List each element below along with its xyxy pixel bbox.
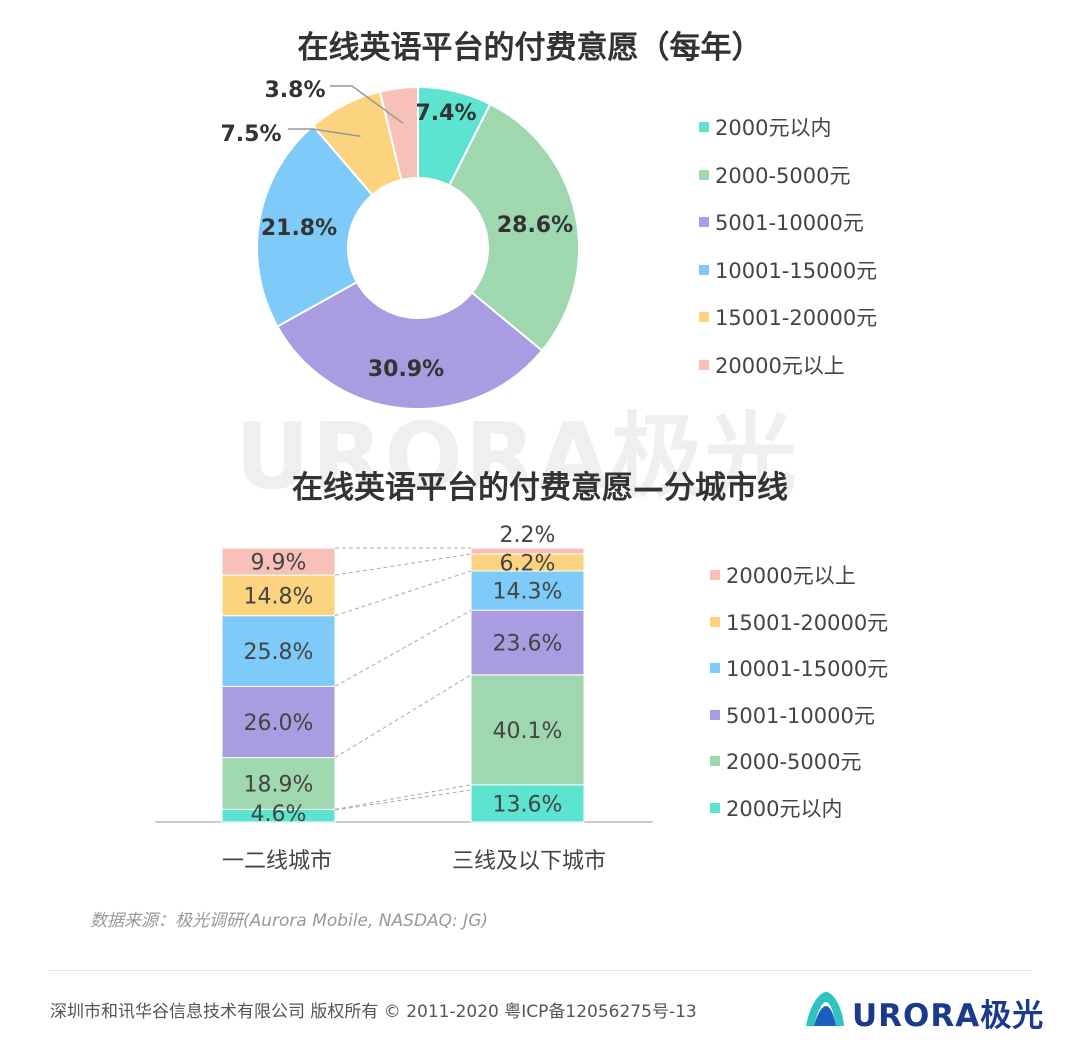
legend-label: 5001-10000元 [726,703,875,728]
legend-swatch [699,264,709,275]
x-tick-label-tier1-2: 一二线城市 [222,849,333,874]
aurora-logo-icon [806,992,844,1026]
connector-1 [334,784,472,810]
donut-chart-title: 在线英语平台的付费意愿（每年） [297,30,763,66]
bar-label-1-1: 4.6% [251,802,307,827]
bar-segment-1-6 [221,547,336,576]
legend-swatch [699,122,709,132]
legend-swatch [710,802,720,813]
legend-label: 15001-20000元 [726,610,889,635]
legend-swatch [699,312,709,322]
donut-slice-2 [448,102,580,353]
bar-chart-title: 在线英语平台的付费意愿—分城市线 [292,470,788,506]
bar-legend-item-3: 10001-15000元 [710,653,888,683]
watermark: URORA极光 [235,403,799,510]
bar-label-2-3: 23.6% [493,632,563,657]
connector-base [334,789,472,811]
legend-swatch [710,616,720,627]
bar-label-2-4: 14.3% [493,580,563,605]
donut-label-5: 7.5% [220,122,281,147]
donut-legend-item-5: 15001-20000元 [699,302,877,332]
bar-label-1-4: 25.8% [244,640,314,665]
donut-label-6: 3.8% [264,78,325,103]
legend-label: 2000元以内 [726,796,843,821]
aurora-logo-text: URORA极光 [852,998,1045,1034]
bar-segment-1-2 [221,757,336,810]
legend-label: 10001-15000元 [715,258,878,283]
donut-slice-6 [378,85,419,182]
donut-label-3: 30.9% [368,357,444,382]
legend-label: 20000元以上 [715,353,845,378]
donut-slice-3 [276,280,544,410]
bar-label-2-5: 6.2% [500,552,556,577]
bar-label-1-5: 14.8% [244,584,314,609]
bar-segment-2-2 [470,674,585,786]
donut-legend-item-4: 10001-15000元 [699,255,877,285]
connector-2 [334,674,472,759]
bar-segment-2-1 [470,784,585,823]
legend-swatch [699,359,709,370]
legend-swatch [710,570,720,580]
legend-label: 2000元以内 [715,116,832,140]
footer-copyright: 深圳市和讯华谷信息技术有限公司 版权所有 © 2011-2020 粤ICP备12… [50,1002,697,1022]
donut-legend-item-2: 2000-5000元 [699,160,850,190]
bar-label-1-2: 18.9% [244,773,314,798]
bar-legend-item-5: 2000-5000元 [710,746,861,776]
bar-label-2-2: 40.1% [493,719,563,744]
legend-label: 2000-5000元 [726,750,862,774]
legend-label: 15001-20000元 [715,306,878,330]
connector-5 [334,553,472,576]
donut-leader-6 [330,85,404,124]
bar-legend-item-6: 2000元以内 [710,793,842,823]
data-source-note: 数据来源：极光调研(Aurora Mobile, NASDAQ: JG) [90,911,488,931]
donut-legend-item-6: 20000元以上 [699,350,845,380]
footer-divider [48,970,1032,971]
legend-label: 20000元以上 [726,564,856,588]
x-tick-label-tier3-below: 三线及以下城市 [452,849,607,874]
legend-swatch [699,217,709,227]
legend-swatch [699,169,709,180]
legend-swatch [710,663,720,673]
bar-segment-1-4 [221,615,336,687]
bar-segment-2-6 [470,547,585,555]
donut-legend-item-1: 2000元以内 [699,112,831,142]
legend-swatch [710,756,720,766]
donut-label-4: 21.8% [261,216,337,241]
legend-swatch [710,709,720,720]
donut-label-1: 7.4% [415,101,476,126]
donut-slice-4 [256,124,374,328]
connector-4 [334,570,472,617]
bar-segment-1-3 [221,685,336,759]
legend-label: 5001-10000元 [715,211,864,235]
donut-label-2: 28.6% [497,213,573,238]
bar-label-1-3: 26.0% [244,711,314,736]
donut-leader-5 [288,128,361,138]
legend-label: 10001-15000元 [726,657,889,681]
bar-label-1-6: 9.9% [251,551,307,576]
bar-segment-2-4 [470,570,585,611]
legend-label: 2000-5000元 [715,163,851,188]
donut-legend-item-3: 5001-10000元 [699,207,864,237]
connector-3 [334,609,472,687]
bar-legend-item-2: 15001-20000元 [710,607,888,637]
bar-label-2-6: 2.2% [500,523,556,548]
bar-legend-item-4: 5001-10000元 [710,700,875,730]
bar-legend-item-1: 20000元以上 [710,560,856,590]
bar-label-2-1: 13.6% [493,792,563,817]
